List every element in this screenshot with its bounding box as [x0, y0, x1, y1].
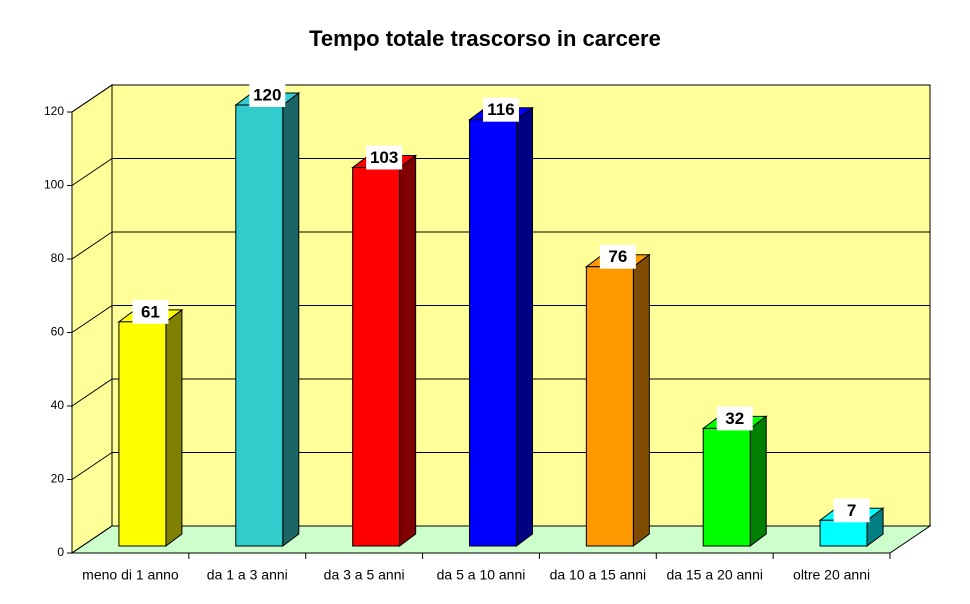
grid-line	[71, 378, 113, 407]
value-label-box	[716, 406, 753, 431]
y-tick-label: 100	[44, 178, 64, 192]
bar	[585, 266, 634, 547]
value-label-box	[132, 299, 169, 324]
value-label: 120	[253, 85, 281, 104]
y-tick-label: 60	[51, 325, 65, 339]
bar	[702, 427, 751, 547]
value-label-box	[366, 145, 403, 170]
value-label: 7	[847, 501, 856, 520]
grid-line	[71, 231, 113, 260]
y-tick-label: 80	[51, 251, 65, 265]
value-label-box	[483, 97, 519, 122]
chart-title: Tempo totale trascorso in carcere	[309, 26, 661, 51]
bar	[118, 321, 167, 547]
value-label-box	[833, 498, 870, 523]
grid-line	[71, 84, 113, 113]
x-tick-label: da 5 a 10 anni	[437, 567, 526, 583]
y-tick-label: 20	[51, 472, 65, 486]
grid-line	[71, 452, 113, 480]
bar-side	[282, 92, 300, 547]
bar-side	[749, 415, 767, 547]
bar	[235, 104, 284, 547]
value-label: 61	[141, 302, 160, 321]
y-tick-label: 120	[44, 104, 64, 118]
bar-side	[165, 308, 183, 547]
y-tick-label: 0	[57, 545, 64, 559]
x-tick-label: da 3 a 5 anni	[324, 567, 405, 583]
value-label-box	[599, 244, 636, 269]
bar-side	[399, 154, 417, 547]
bar-side	[516, 106, 533, 547]
bar-side	[632, 253, 650, 547]
bar	[819, 519, 868, 547]
x-tick-label: da 15 a 20 anni	[666, 567, 763, 583]
bar	[469, 119, 517, 547]
x-tick-label: meno di 1 anno	[82, 567, 179, 583]
x-tick-label: oltre 20 anni	[793, 567, 870, 583]
grid-line	[71, 525, 113, 554]
grid-line	[71, 158, 113, 186]
x-tick-label: da 1 a 3 anni	[207, 567, 288, 583]
grid-line	[71, 305, 113, 333]
y-tick-label: 40	[51, 398, 65, 412]
value-label: 103	[370, 148, 398, 167]
value-label: 76	[608, 247, 627, 266]
x-tick-label: da 10 a 15 anni	[550, 567, 647, 583]
value-label: 32	[725, 409, 744, 428]
bar	[352, 166, 401, 547]
value-label-box	[249, 83, 286, 107]
value-label: 116	[487, 100, 514, 119]
